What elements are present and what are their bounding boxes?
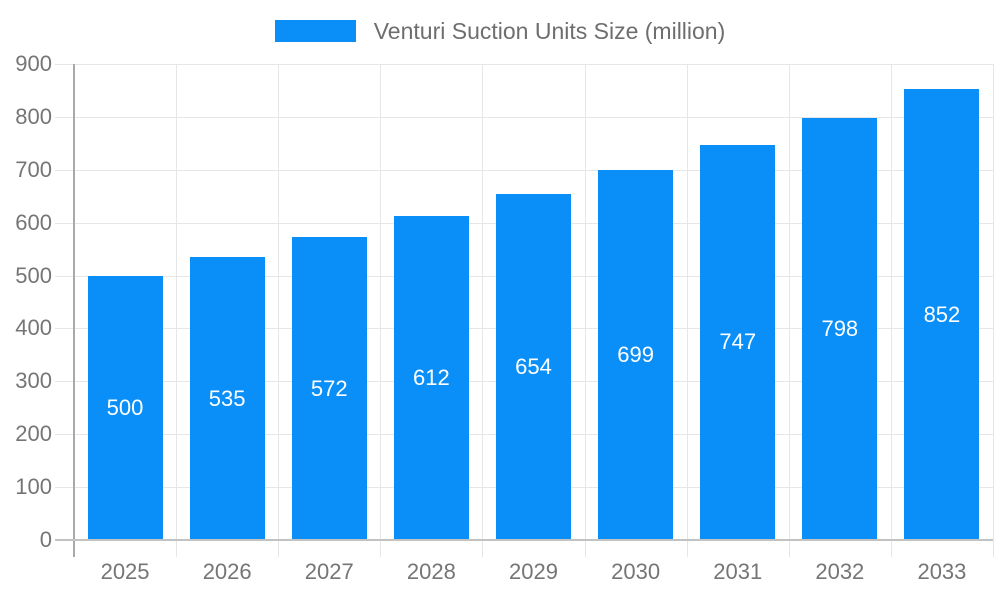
bar-value-label: 500 <box>106 394 144 420</box>
gridline-horizontal <box>55 169 993 171</box>
bar <box>495 194 572 540</box>
y-axis-label: 0 <box>39 527 52 552</box>
bar <box>189 257 265 540</box>
x-axis-label: 2033 <box>917 559 967 584</box>
x-axis-baseline <box>55 539 993 541</box>
x-axis-label: 2029 <box>509 559 558 584</box>
legend: Venturi Suction Units Size (million) <box>0 17 1000 45</box>
bar <box>700 144 776 540</box>
bar-value-label: 654 <box>515 354 552 380</box>
gridline-vertical <box>176 64 178 557</box>
y-axis-label: 700 <box>15 156 52 182</box>
x-axis-label: 2027 <box>304 559 354 584</box>
x-axis-label: 2025 <box>100 559 150 584</box>
bar <box>393 216 469 540</box>
x-axis-label: 2031 <box>713 559 763 584</box>
gridline-vertical <box>686 64 688 557</box>
bar <box>87 275 163 540</box>
gridline-horizontal <box>55 64 993 65</box>
gridline-vertical <box>584 64 586 557</box>
y-axis-label: 400 <box>15 315 52 341</box>
y-axis-label: 500 <box>15 262 52 288</box>
bar-value-label: 572 <box>310 375 348 401</box>
gridline-vertical <box>482 64 484 557</box>
gridline-vertical <box>788 64 790 557</box>
gridline-vertical <box>380 64 382 557</box>
legend-swatch <box>274 20 356 42</box>
bar-value-label: 798 <box>821 315 859 341</box>
gridline-horizontal <box>55 116 993 118</box>
bar <box>904 89 980 540</box>
bar-value-label: 747 <box>719 329 757 355</box>
legend-label: Venturi Suction Units Size (million) <box>373 17 726 44</box>
gridline-vertical <box>890 64 892 557</box>
y-axis-label: 600 <box>15 209 52 235</box>
gridline-vertical <box>278 64 280 557</box>
bar-value-label: 699 <box>617 342 654 368</box>
y-axis-label: 100 <box>15 474 52 500</box>
x-axis-label: 2032 <box>815 559 865 584</box>
bar <box>802 117 878 540</box>
y-axis-line <box>73 64 75 557</box>
bar-value-label: 535 <box>208 385 246 411</box>
bar <box>598 170 674 540</box>
bar-value-label: 612 <box>413 365 450 391</box>
gridline-vertical <box>993 64 994 557</box>
bar-value-label: 852 <box>923 301 961 327</box>
x-axis-label: 2030 <box>611 559 661 584</box>
y-axis-label: 300 <box>15 368 52 394</box>
y-axis-label: 200 <box>15 421 52 447</box>
y-axis-label: 800 <box>15 103 52 129</box>
bar <box>291 237 367 540</box>
y-axis-label: 900 <box>15 51 52 76</box>
x-axis-label: 2028 <box>406 559 456 584</box>
x-axis-label: 2026 <box>202 559 252 584</box>
